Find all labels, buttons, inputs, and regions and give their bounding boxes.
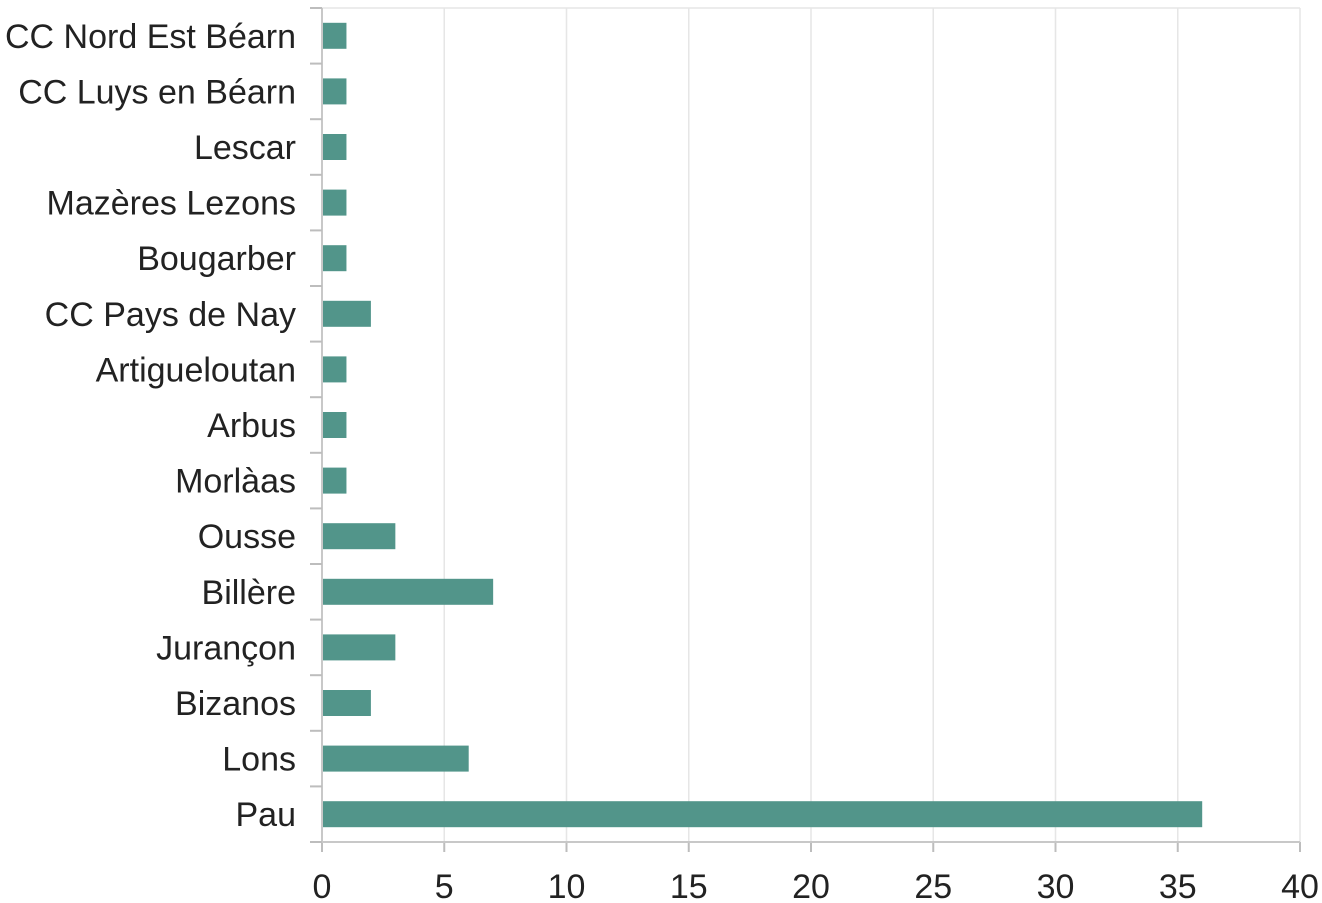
x-tick-label: 40	[1281, 868, 1319, 903]
category-label: Lescar	[194, 129, 296, 167]
bar-lescar	[323, 134, 347, 160]
category-label: Bizanos	[175, 685, 296, 723]
x-tick-label: 35	[1159, 868, 1197, 903]
bars	[323, 22, 1203, 828]
category-label: Jurançon	[156, 629, 296, 667]
category-label: Morlàas	[175, 463, 296, 501]
x-tick-label: 0	[313, 868, 332, 903]
grid-lines	[322, 7, 1301, 842]
x-tick-label: 15	[670, 868, 708, 903]
category-label: Mazères Lezons	[47, 185, 296, 223]
category-label: Ousse	[198, 518, 296, 556]
category-label: Pau	[236, 796, 297, 834]
bar-cc-nord-est-b-arn	[323, 22, 347, 49]
axes	[310, 7, 1301, 852]
x-tick-labels: 0 5 10 15 20 25 30 35 40	[313, 868, 1319, 903]
bar-morl-as	[323, 467, 347, 494]
category-label: Arbus	[207, 407, 296, 445]
x-tick-label: 25	[914, 868, 952, 903]
category-label: Lons	[222, 741, 296, 779]
category-label: CC Luys en Béarn	[18, 73, 296, 111]
bar-lons	[323, 745, 469, 772]
bar-bill-re	[323, 578, 494, 605]
x-tick-label: 20	[792, 868, 830, 903]
bar-bizanos	[323, 690, 371, 716]
x-tick-label: 10	[548, 868, 586, 903]
category-label: CC Nord Est Béarn	[5, 18, 296, 56]
bar-cc-luys-en-b-arn	[323, 78, 347, 105]
category-label: Artigueloutan	[96, 351, 296, 389]
bar-artigueloutan	[323, 356, 347, 383]
bar-cc-pays-de-nay	[323, 300, 371, 327]
category-label: Billère	[202, 574, 296, 612]
bar-arbus	[323, 412, 347, 438]
x-tick-label: 5	[435, 868, 454, 903]
x-tick-label: 30	[1037, 868, 1075, 903]
bar-ousse	[323, 523, 396, 550]
category-label: CC Pays de Nay	[45, 296, 296, 334]
bar-maz-res-lezons	[323, 189, 347, 216]
bar-bougarber	[323, 245, 347, 272]
category-labels: CC Nord Est Béarn CC Luys en Béarn Lescar M…	[5, 18, 296, 834]
bar-pau	[323, 801, 1203, 828]
bar-juran-on	[323, 634, 396, 661]
category-label: Bougarber	[137, 240, 296, 278]
